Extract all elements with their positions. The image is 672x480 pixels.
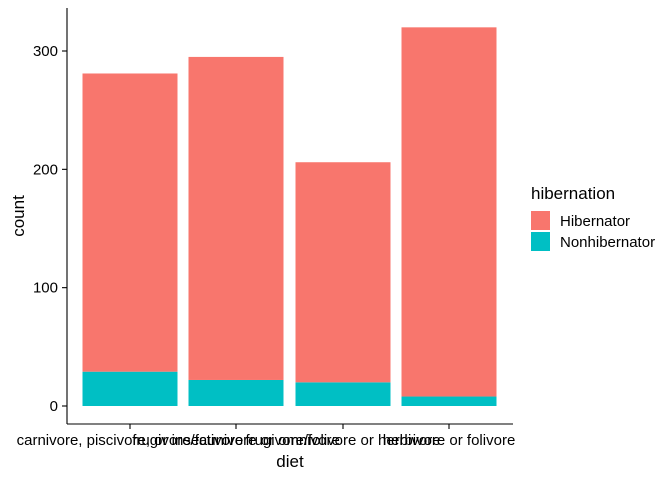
- axes-layer: [66, 8, 513, 425]
- x-tick-label: frugivore/faunivore or omnivore: [132, 432, 340, 449]
- bar-hibernator-4: [401, 27, 497, 397]
- bar-hibernator-2: [188, 56, 284, 380]
- bar-hibernator-1: [82, 73, 178, 372]
- legend: hibernation Hibernator Nonhibernator: [531, 184, 655, 251]
- x-tick-label: frugivore/folivore or herbivore: [245, 432, 440, 449]
- legend-title: hibernation: [531, 184, 615, 203]
- legend-label-hibernator: Hibernator: [560, 213, 630, 230]
- x-tick-label: herbivore or folivore: [383, 432, 516, 449]
- x-ticks: carnivore, piscivore, or insectivorefrug…: [17, 424, 516, 449]
- bar-nonhibernator-2: [188, 379, 284, 406]
- bar-nonhibernator-1: [82, 371, 178, 406]
- y-tick-label: 300: [33, 43, 58, 60]
- legend-swatch-nonhibernator: [531, 232, 550, 251]
- bar-hibernator-3: [295, 162, 391, 383]
- legend-swatch-hibernator: [531, 211, 550, 230]
- y-tick-label: 100: [33, 280, 58, 297]
- y-ticks: 0 100 200 300: [33, 43, 67, 415]
- x-tick-label: carnivore, piscivore, or insectivore: [17, 432, 244, 449]
- y-tick-label: 0: [50, 398, 58, 415]
- y-axis-title: count: [9, 195, 28, 237]
- bar-nonhibernator-3: [295, 382, 391, 406]
- legend-label-nonhibernator: Nonhibernator: [560, 234, 655, 251]
- y-tick-label: 200: [33, 161, 58, 178]
- x-axis-title: diet: [276, 452, 304, 471]
- bars-layer: [82, 27, 497, 406]
- bar-nonhibernator-4: [401, 396, 497, 406]
